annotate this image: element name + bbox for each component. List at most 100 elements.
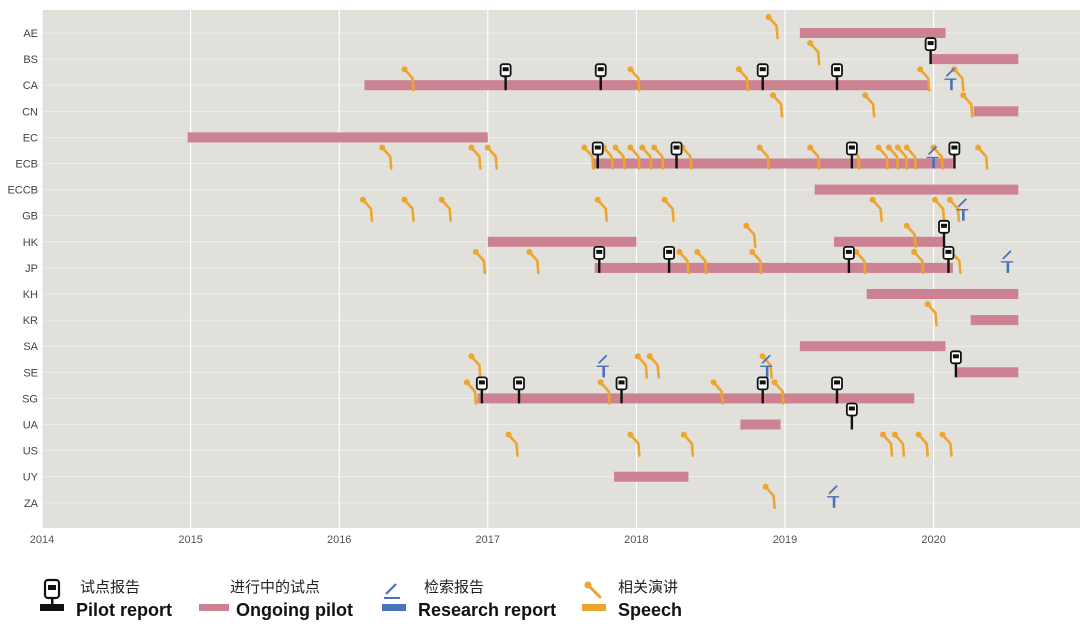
ongoing-pilot-bar [930,54,1019,65]
research-report-marker [944,67,957,91]
y-tick-label: KR [23,315,38,327]
pilot-report-marker [663,245,675,273]
pilot-report-marker [942,245,955,273]
x-tick-label: 2016 [327,534,351,546]
speech-marker [694,248,708,275]
speech-marker [634,353,649,379]
y-tick-label: AE [23,28,38,40]
speech-marker [862,92,876,118]
speech-marker [438,196,452,222]
x-tick-label: 2014 [30,534,54,546]
speech-marker [401,196,415,222]
speech-marker [765,14,779,40]
speech-marker [932,196,946,222]
ongoing-pilot-bar [970,315,1019,326]
speech-marker [891,431,906,457]
speech-marker [762,483,776,510]
speech-marker [627,431,641,457]
ongoing-pilot-bar [591,158,953,169]
legend: 试点报告 Pilot report 进行中的试点 Ongoing pilot 检… [0,570,1080,635]
speech-marker [710,379,724,405]
speech-marker [903,144,918,170]
speech-marker [743,222,757,249]
ongoing-pilot-bar [973,106,1019,117]
timeline-chart: 2014 2015 2016 2017 2018 2019 2020 AE BS CA CN EC E… [7,10,1080,546]
pilot-report-marker [513,376,525,404]
pilot-report-marker [924,37,937,65]
pilot-report-marker [845,402,858,430]
speech-marker [676,248,690,275]
speech-marker [646,353,660,379]
ongoing-pilot-bar [814,184,1019,195]
legend-ongoing-pilot-cn: 进行中的试点 [230,579,321,596]
speech-marker [771,379,785,405]
speech-marker [960,92,974,118]
legend-speech-cn: 相关演讲 [618,579,679,596]
x-tick-label: 2020 [921,534,945,546]
speech-marker [505,431,519,457]
y-tick-label: SE [23,367,38,379]
pilot-report-marker [938,219,950,247]
speech-marker [379,144,393,170]
pilot-report-markers [475,37,962,430]
speech-marker [756,144,770,170]
pilot-report-marker [831,63,843,91]
ongoing-pilot-bar [866,289,1019,299]
pilot-report-marker [499,63,512,91]
speech-marker [946,196,961,222]
y-tick-label: ECB [15,159,38,171]
speech-marker [939,431,953,457]
y-tick-label: UY [23,472,39,484]
y-tick-label: JP [25,263,38,275]
pilot-report-marker [756,376,769,404]
ongoing-pilot-bar [487,236,637,247]
speech-marker [472,248,487,275]
y-tick-label: EC [23,132,38,144]
y-tick-label: SA [23,341,38,353]
legend-speech-en: Speech [618,600,683,620]
legend-pilot-report-en: Pilot report [76,600,173,620]
pilot-report-marker [949,350,962,378]
y-tick-label: CN [22,106,38,118]
ongoing-pilot-bar [740,419,781,430]
speech-marker [597,379,611,405]
pilot-report-marker [831,376,843,404]
ongoing-pilot-bar [477,393,915,404]
legend-research-report-cn: 检索报告 [424,579,485,596]
y-tick-label: ECCB [7,185,38,197]
speech-marker [917,66,931,92]
y-tick-label: BS [23,54,38,66]
research-report-marker [926,145,939,169]
speech-marker [484,144,499,170]
speech-marker [807,144,821,170]
x-tick-label: 2019 [773,534,797,546]
speech-marker [879,431,894,457]
speech-marker [911,248,925,275]
speech-marker [975,144,989,170]
speech-marker [915,431,929,457]
speech-icon [582,581,606,611]
pilot-report-marker [842,245,855,273]
pilot-report-icon [40,578,64,611]
speech-marker [612,144,626,170]
speech-marker [875,144,889,170]
ongoing-pilot-bar [614,471,689,482]
y-axis: AE BS CA CN EC ECB ECCB GB HK JP KH KR SA SE SG UA US UY Z… [7,28,38,510]
ongoing-pilot-bar [594,262,953,273]
ongoing-pilot-bar [799,341,946,352]
research-report-marker [827,485,840,508]
speech-marker [627,144,641,170]
speech-marker [639,144,653,170]
speech-marker [735,66,750,92]
speech-marker [468,144,482,170]
ongoing-pilot-bars [187,28,1019,482]
speech-marker [869,196,883,222]
speech-marker [526,248,540,275]
pilot-report-marker [670,141,683,169]
pilot-report-marker [948,141,961,169]
speech-marker [359,196,374,222]
speech-marker [680,431,695,457]
y-tick-label: CA [23,80,39,92]
ongoing-pilot-bar [799,28,946,38]
speech-marker [903,222,918,249]
